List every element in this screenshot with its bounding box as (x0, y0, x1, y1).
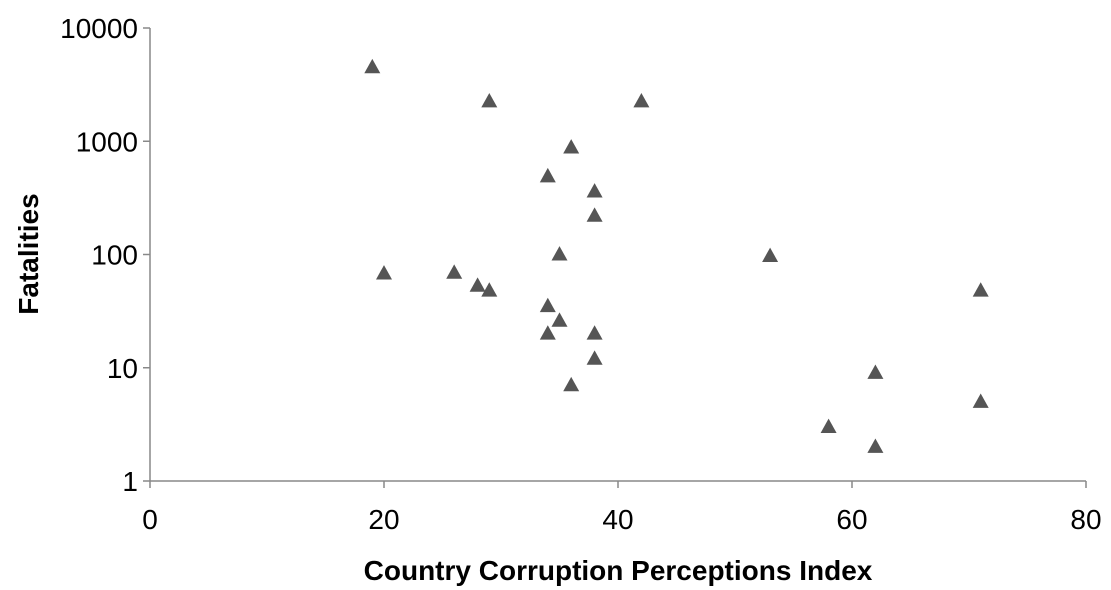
y-tick-label: 10 (107, 353, 138, 384)
data-point-marker (469, 277, 486, 292)
data-point-marker (762, 247, 779, 262)
data-point-marker (539, 325, 556, 340)
data-point-marker (551, 246, 568, 261)
x-tick-label: 40 (602, 504, 633, 535)
y-tick-label: 1000 (76, 126, 138, 157)
data-point-marker (633, 92, 650, 108)
y-axis-title: Fatalities (13, 193, 44, 314)
data-point-marker (867, 364, 884, 379)
x-axis-title: Country Corruption Perceptions Index (364, 555, 873, 586)
data-point-marker (972, 393, 989, 408)
x-tick-label: 20 (368, 504, 399, 535)
y-tick-label: 10000 (60, 13, 138, 44)
data-point-marker (446, 264, 463, 279)
data-point-marker (376, 265, 392, 280)
data-point-marker (563, 376, 580, 392)
data-point-marker (586, 325, 603, 340)
tick-labels: 1 10 100 1000 10000 0 20 40 60 80 (60, 13, 1101, 535)
data-point-marker (972, 282, 989, 297)
data-point-marker (551, 312, 568, 327)
data-point-marker (586, 207, 603, 222)
data-point-marker (586, 350, 603, 365)
data-point-marker (867, 438, 884, 453)
data-point-marker (820, 418, 837, 433)
y-tick-label: 1 (122, 466, 138, 497)
x-tick-label: 80 (1070, 504, 1101, 535)
data-points (364, 58, 989, 453)
y-tick-label: 100 (91, 240, 138, 271)
data-point-marker (481, 92, 498, 108)
data-point-marker (481, 282, 498, 297)
data-point-marker (563, 139, 580, 154)
data-point-marker (364, 58, 381, 74)
x-tick-label: 60 (836, 504, 867, 535)
x-tick-label: 0 (142, 504, 158, 535)
axes (143, 27, 1087, 488)
data-point-marker (539, 167, 556, 183)
data-point-marker (539, 297, 556, 313)
data-point-marker (586, 183, 603, 198)
